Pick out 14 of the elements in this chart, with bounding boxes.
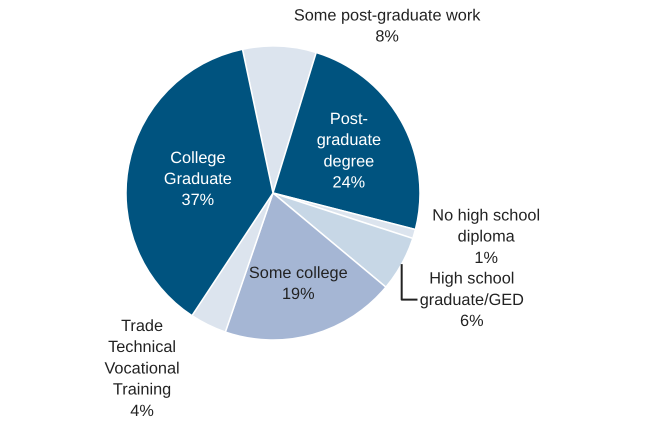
slice-label: No high school diploma	[432, 206, 540, 246]
slice-label: High school graduate/GED	[420, 270, 524, 309]
data-label: 8%	[375, 28, 399, 46]
slice-label: Trade Technical Vocational Training	[104, 317, 180, 399]
slice-label: Post- graduate degree	[316, 110, 382, 170]
data-label: 37%	[182, 191, 214, 210]
data-label: 1%	[474, 248, 498, 267]
data-label: 4%	[130, 402, 154, 420]
data-label: 24%	[332, 174, 366, 192]
slice-label: Some post-graduate work	[294, 6, 482, 24]
slice-label: College Graduate	[164, 148, 232, 188]
data-label: 6%	[460, 312, 484, 330]
data-label: 19%	[282, 285, 315, 304]
slice-label: Some college	[248, 264, 348, 282]
